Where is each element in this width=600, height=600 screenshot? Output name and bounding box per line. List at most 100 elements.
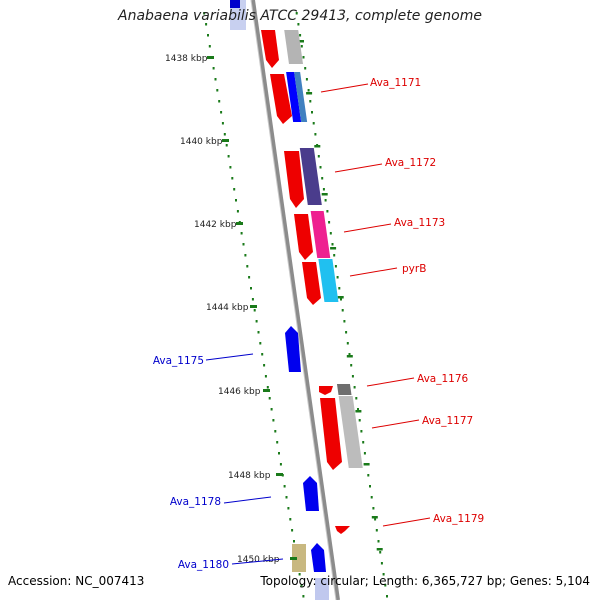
tick-dot-inner (287, 507, 290, 510)
tick-dot-outer (333, 254, 336, 257)
block-khaki-ava1180 (292, 544, 306, 572)
tick-dot-inner (293, 540, 295, 543)
tick-dot-outer (360, 430, 363, 433)
tick-dot-outer (386, 595, 388, 598)
tick-dash-outer (355, 410, 362, 413)
leader-line-ava_1176 (366, 377, 415, 387)
block-blue-ava1171 (286, 72, 302, 122)
gene-reverse-ava1175 (285, 326, 301, 372)
tick-dot-outer (312, 122, 315, 125)
tick-dash-outer (337, 296, 344, 299)
tick-dot-inner (212, 67, 215, 70)
scale-label: 1450 kbp (237, 555, 280, 565)
tick-dot-outer (345, 331, 348, 334)
tick-dot-outer (334, 265, 337, 268)
block-indigo-ava1172 (299, 148, 322, 205)
tick-dot-outer (379, 551, 382, 554)
scale-tick (263, 389, 270, 392)
tick-dot-outer (348, 353, 351, 356)
tick-dot-inner (298, 573, 301, 576)
gene-label-ava_1180: Ava_1180 (178, 559, 229, 571)
gene-label-ava_1172: Ava_1172 (385, 157, 436, 169)
leader-line-ava_1177 (371, 419, 420, 429)
leader-line-ava_1179 (382, 517, 431, 527)
scale-label: 1448 kbp (228, 471, 271, 481)
tick-dot-inner (203, 12, 206, 15)
tick-dot-outer (319, 166, 322, 169)
tick-dot-outer (351, 375, 354, 378)
tick-dot-inner (253, 309, 256, 312)
tick-dot-outer (317, 155, 320, 158)
block-gray-1 (284, 30, 303, 64)
leader-line-ava_1173 (343, 223, 392, 233)
gene-label-pyrb: pyrB (402, 263, 426, 275)
tick-dash-outer (376, 548, 383, 551)
tick-dash-outer (371, 516, 378, 519)
tick-dot-outer (369, 485, 371, 488)
gene-label-ava_1179: Ava_1179 (433, 513, 484, 525)
tick-dot-outer (362, 441, 365, 444)
tick-dot-inner (233, 188, 236, 191)
scale-label: 1446 kbp (218, 387, 261, 397)
tick-dash-outer (314, 145, 321, 148)
tick-dot-outer (309, 100, 312, 103)
tick-dot-outer (324, 199, 327, 202)
tick-dot-inner (276, 441, 279, 444)
gene-forward-ava1172 (284, 151, 304, 208)
block-lightblue-bottom (315, 578, 329, 600)
leader-line-ava_1180 (231, 558, 284, 565)
tick-dot-inner (285, 496, 288, 499)
tick-dot-inner (246, 265, 249, 268)
tick-dot-outer (297, 23, 300, 26)
gene-label-ava_1178: Ava_1178 (170, 496, 221, 508)
gene-reverse-ava1180 (311, 543, 326, 572)
tick-dot-outer (329, 232, 332, 235)
tick-dot-outer (358, 419, 361, 422)
leader-line-pyrb (349, 267, 398, 277)
gene-label-ava_1175: Ava_1175 (153, 355, 204, 367)
tick-dot-outer (372, 507, 375, 510)
gene-label-ava_1173: Ava_1173 (394, 217, 445, 229)
tick-dot-inner (227, 155, 230, 158)
tick-dot-inner (255, 320, 258, 323)
tick-dot-inner (214, 78, 217, 81)
tick-dot-inner (257, 331, 260, 334)
tick-dot-inner (259, 342, 262, 345)
tick-dot-inner (244, 254, 247, 257)
tick-dot-inner (223, 133, 226, 136)
tick-dot-outer (353, 386, 356, 389)
accession-text: Accession: NC_007413 (8, 574, 145, 588)
gene-forward-ava1177 (320, 398, 342, 470)
tick-dot-outer (374, 518, 377, 521)
tick-dot-inner (302, 595, 305, 598)
tick-dot-inner (266, 386, 269, 389)
scale-tick (222, 139, 229, 142)
block-cyan-pyrb (318, 259, 339, 302)
tick-dot-outer (307, 89, 310, 92)
gene-reverse-ava1178 (303, 476, 319, 511)
gene-forward-pyrb (302, 262, 321, 305)
tick-dot-outer (380, 562, 383, 565)
tick-dot-outer (384, 584, 387, 587)
tick-dot-outer (300, 45, 303, 48)
tick-dot-inner (289, 518, 292, 521)
tick-dot-outer (357, 408, 359, 411)
tick-dot-outer (322, 188, 325, 191)
scale-tick (276, 473, 283, 476)
tick-dot-inner (300, 584, 303, 587)
scale-tick (207, 56, 214, 59)
genome-backbone (251, 0, 340, 600)
gene-forward-0 (261, 30, 279, 68)
gene-forward-ava1176 (319, 386, 333, 395)
leader-line-ava_1178 (223, 496, 272, 504)
tick-dot-outer (336, 276, 339, 279)
tick-dot-outer (321, 177, 324, 180)
tick-dot-inner (272, 419, 275, 422)
scale-tick (236, 222, 243, 225)
block-magenta-ava1173 (310, 211, 331, 258)
tick-dot-inner (225, 144, 228, 147)
tick-dot-inner (229, 166, 232, 169)
tick-dot-inner (216, 89, 219, 92)
tick-dot-inner (274, 430, 277, 433)
